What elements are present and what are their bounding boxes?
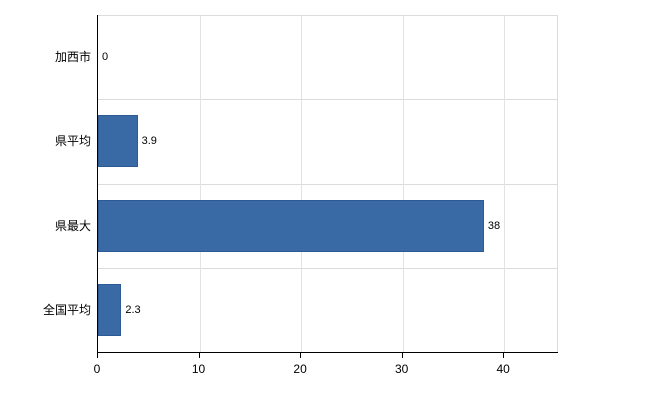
value-label: 0 — [102, 51, 109, 64]
x-axis-tick-mark — [198, 353, 200, 358]
plot-area: 0 3.9 38 2.3 — [97, 15, 558, 353]
value-label: 38 — [487, 219, 501, 232]
horizontal-gridline — [98, 267, 558, 269]
category-label: 加西市 — [54, 50, 91, 65]
x-axis-tick-label: 40 — [496, 362, 510, 376]
vertical-gridline — [301, 15, 303, 352]
x-axis-tick-mark — [503, 353, 505, 358]
plot-right-border — [557, 15, 558, 352]
x-axis-tick-label: 20 — [293, 362, 307, 376]
value-label: 2.3 — [125, 303, 141, 316]
x-axis-tick-label: 30 — [394, 362, 409, 376]
horizontal-gridline — [98, 99, 558, 101]
bar-県最大 — [98, 199, 484, 252]
value-label: 3.9 — [141, 135, 157, 148]
vertical-gridline — [402, 15, 404, 352]
category-label: 県平均 — [54, 134, 91, 149]
x-axis-tick-mark — [401, 353, 403, 358]
horizontal-gridline — [98, 15, 558, 16]
bar-全国平均 — [98, 283, 122, 336]
category-label: 全国平均 — [42, 302, 91, 317]
x-axis-tick-mark — [300, 353, 302, 358]
vertical-gridline — [199, 15, 201, 352]
x-axis-tick-mark — [97, 353, 98, 358]
vertical-gridline — [504, 15, 506, 352]
bar-県平均 — [98, 115, 138, 168]
x-axis-tick-label: 10 — [191, 362, 206, 376]
horizontal-gridline — [98, 183, 558, 185]
x-axis-tick-label: 0 — [93, 362, 101, 376]
category-label: 県最大 — [54, 218, 91, 233]
